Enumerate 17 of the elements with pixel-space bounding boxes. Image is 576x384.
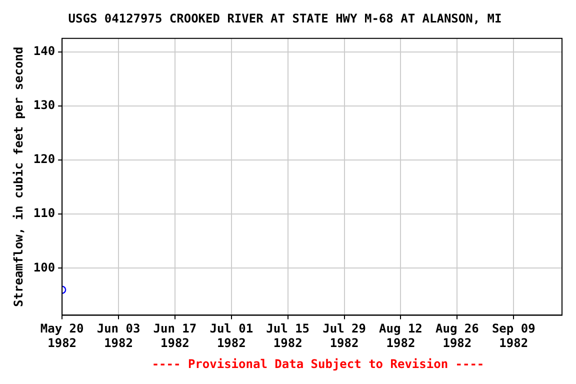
x-tick-label: May 20 1982 (40, 322, 84, 350)
x-tick-label: Jul 01 1982 (210, 322, 254, 350)
text: ---- Provisional Data Subject to Revision ---- (152, 357, 484, 371)
x-tick-label: Sep 09 1982 (492, 322, 536, 350)
y-tick-label: 120 (33, 152, 56, 166)
y-tick-label: 140 (33, 44, 56, 58)
y-axis-title: Streamflow, in cubic feet per second (11, 46, 26, 307)
chart-title: USGS 04127975 CROOKED RIVER AT STATE HWY M-68 AT ALANSON, MI (68, 11, 502, 26)
x-tick-label: Jul 15 1982 (266, 322, 310, 350)
x-tick-label: Jun 03 1982 (96, 322, 140, 350)
x-tick-label: Jun 17 1982 (153, 322, 197, 350)
x-tick-label: Aug 12 1982 (379, 322, 422, 350)
y-tick-label: 130 (33, 98, 56, 112)
y-tick-label: 110 (33, 206, 56, 220)
x-tick-label: Aug 26 1982 (435, 322, 479, 350)
x-tick-label: Jul 29 1982 (322, 322, 366, 350)
y-tick-label: 100 (33, 260, 56, 274)
